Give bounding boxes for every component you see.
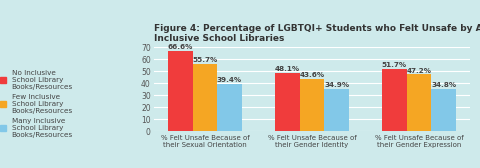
Text: 48.1%: 48.1% [275, 67, 300, 72]
Text: 43.6%: 43.6% [300, 72, 324, 78]
Text: 47.2%: 47.2% [407, 68, 432, 74]
Bar [168, 51, 192, 131]
Text: 34.8%: 34.8% [431, 82, 456, 88]
Bar [324, 89, 349, 131]
Text: Figure 4: Percentage of LGBTQI+ Students who Felt Unsafe by Access to LGBTQI+
In: Figure 4: Percentage of LGBTQI+ Students… [154, 24, 480, 44]
Bar [300, 79, 324, 131]
Text: 34.9%: 34.9% [324, 82, 349, 88]
Text: 51.7%: 51.7% [382, 62, 407, 68]
Bar [275, 73, 300, 131]
Bar [192, 64, 217, 131]
Text: 66.6%: 66.6% [168, 44, 193, 50]
Text: 39.4%: 39.4% [217, 77, 242, 83]
Bar [432, 89, 456, 131]
Bar [217, 84, 242, 131]
Legend: No Inclusive
School Library
Books/Resources, Few Inclusive
School Library
Books/: No Inclusive School Library Books/Resour… [0, 70, 73, 138]
Text: 55.7%: 55.7% [192, 57, 217, 63]
Bar [382, 69, 407, 131]
Bar [407, 74, 432, 131]
